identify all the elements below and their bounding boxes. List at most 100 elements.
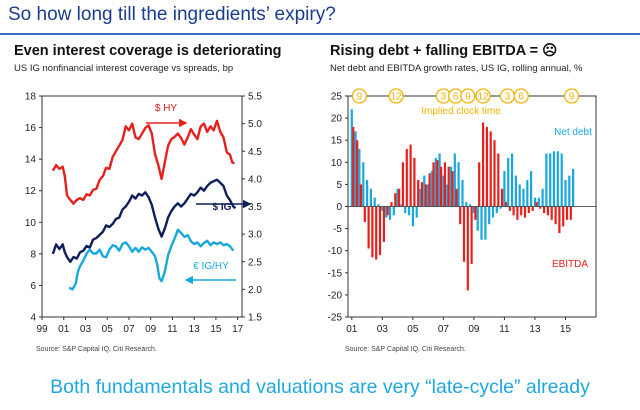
right-axis-tick-label: 4.5 [248,147,262,158]
net-debt-bar [427,184,430,207]
ebitda-bar [459,206,462,225]
clock-hour-circle [388,88,404,104]
left-chart-source: Source: S&P Capital IQ, Citi Research. [36,346,157,353]
net-debt-bar [511,153,514,207]
clock-hour-label: 12 [478,92,490,103]
net-debt-bar [350,109,353,207]
net-debt-bar [545,153,548,207]
x-axis-tick-label: 11 [499,324,510,335]
net-debt-bar [366,180,369,207]
ebitda-bar [382,206,385,242]
ebitda-bar [363,206,366,222]
ebitda-bar [401,162,404,207]
slide-title: So how long till the ingredients’ expiry… [8,4,336,25]
ebitda-bar [413,157,416,207]
net-debt-bar [530,171,533,207]
ebitda-bar [508,206,511,211]
ebitda-bar [546,206,549,216]
ebitda-bar [432,162,435,207]
net-debt-bar [465,202,468,207]
net-debt-bar [400,204,403,207]
net-debt-series-label: Net debt [554,127,592,138]
ebitda-bar [440,166,443,207]
ebitda-bar [482,122,485,207]
ebitda-series-label: EBITDA [552,259,588,270]
right-axis-tick-label: 5.0 [248,119,262,130]
net-debt-bar [362,162,365,207]
clock-hour-label: 3 [441,92,447,103]
ebitda-bar [516,206,519,220]
net-debt-bar [419,188,422,207]
net-debt-bar [495,206,498,214]
ebitda-bar [386,206,389,216]
clock-hour-circle [475,88,491,104]
net-debt-bar [407,206,411,216]
ebitda-bar [470,206,473,264]
x-axis-tick-label: 99 [36,324,48,335]
ebitda-bar [417,180,420,207]
hy-spread-line [51,119,235,205]
right-axis-tick-label: 3.5 [248,202,262,213]
net-debt-bar [388,206,392,220]
net-debt-bar [449,166,453,207]
x-axis-tick-label: 01 [58,324,70,335]
net-debt-bar [423,175,426,207]
right-axis-tick-label: 2.0 [248,285,262,296]
y-axis-tick-label: 0 [336,202,342,213]
net-debt-bar [377,204,380,207]
x-axis-tick-label: 07 [438,324,450,335]
net-debt-bar [533,197,537,207]
y-axis-tick-label: -20 [328,290,343,301]
net-debt-bar [442,175,445,207]
clock-hour-label: 12 [391,92,403,103]
net-debt-bar [564,180,567,207]
left-axis-tick-label: 6 [30,281,36,292]
ebitda-bar [451,171,454,207]
net-debt-bar [518,184,521,207]
ebitda-bar [447,166,450,207]
left-axis-tick-label: 16 [25,123,37,134]
net-debt-bar [507,157,510,207]
ebitda-bar [478,162,481,207]
slide-footer: Both fundamentals and valuations are ver… [50,376,590,398]
ebitda-bar [565,206,569,220]
ebitda-bar [501,188,504,207]
left-chart-subtitle: US IG nonfinancial interest coverage vs … [14,63,234,74]
net-debt-bar [476,206,479,231]
ebitda-bar [367,206,370,249]
net-debt-bar [415,206,418,218]
x-axis-tick-label: 07 [123,324,135,335]
coverage-line-chart: 18 16 14 12 10 8 6 4 5.5 5.0 4.5 4.0 3.5 3.0 2.5 2.0 1.5… [25,92,262,336]
net-debt-bar [488,206,491,225]
ig-series-label: $ IG [213,202,232,213]
right-axis-tick-label: 3.0 [248,230,262,241]
net-debt-bar [568,175,571,207]
net-debt-bar [446,184,449,207]
net-debt-bar [392,206,395,216]
right-chart-source: Source: S&P Capital IQ, Citi Research. [345,346,466,353]
left-axis-tick-label: 10 [25,218,37,229]
clock-hour-circle [563,88,580,104]
net-debt-bar [537,197,540,207]
ebitda-bar [504,202,508,207]
ebitda-bar [428,173,431,207]
ebitda-bar [462,206,466,262]
ebitda-bar [474,206,477,220]
y-axis-tick-label: 10 [331,158,343,169]
net-debt-bar [434,157,437,207]
x-axis-tick-label: 13 [189,324,201,335]
clock-hour-circle [513,88,529,104]
ebitda-bar [436,160,439,207]
y-axis-tick-label: 5 [336,180,342,191]
clock-hour-circle [351,88,368,104]
ebitda-bar [485,126,488,207]
net-debt-bar [526,180,529,207]
net-debt-bar [522,188,525,207]
x-axis-tick-label: 03 [80,324,92,335]
net-debt-bar [457,162,460,207]
ebitda-bar [493,140,496,207]
ebitda-bar [455,188,458,207]
ebitda-bar [531,206,534,211]
ebitda-bar [554,206,557,225]
